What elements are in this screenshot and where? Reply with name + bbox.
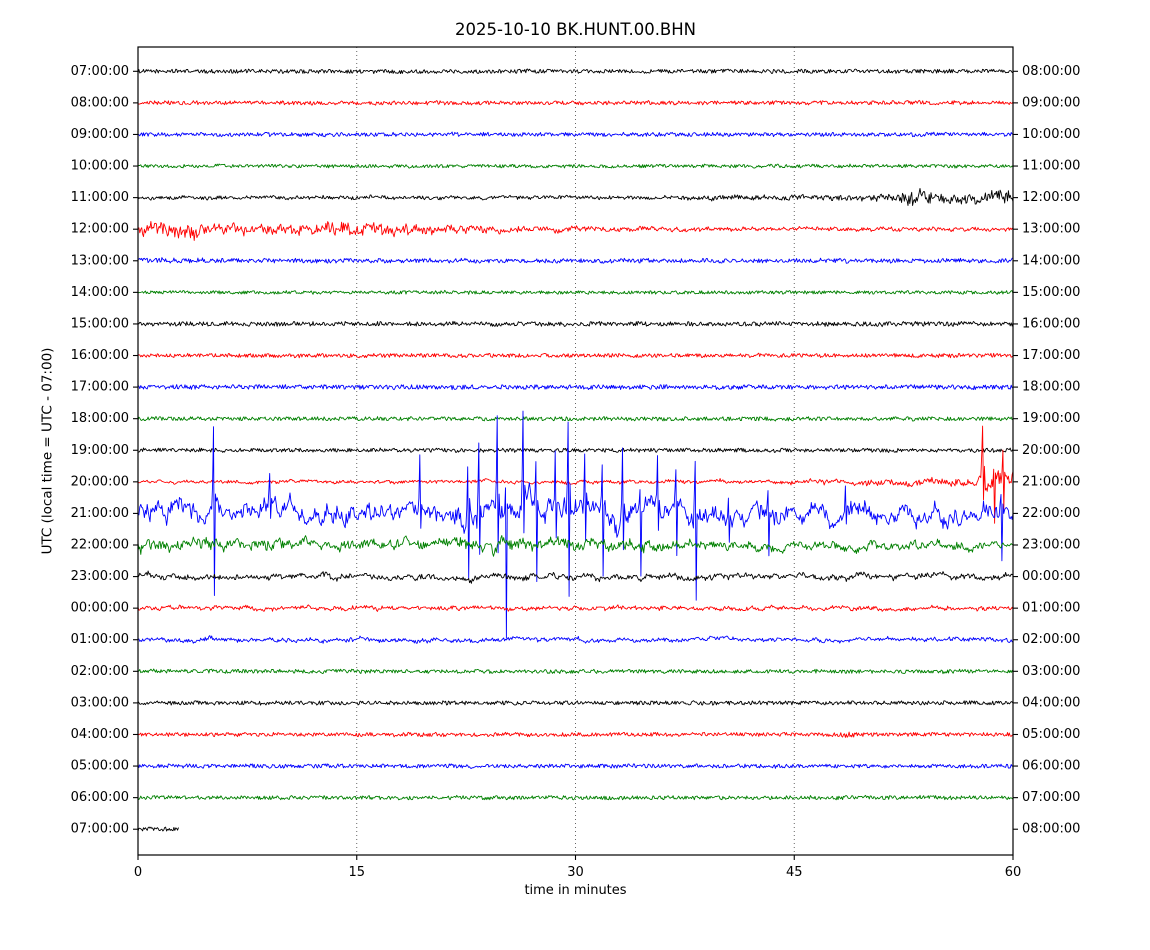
row-label-right-5: 13:00:00 xyxy=(1022,222,1080,237)
trace-050000 xyxy=(137,763,1014,769)
row-label-left-3: 10:00:00 xyxy=(71,159,129,174)
row-label-left-22: 05:00:00 xyxy=(71,759,129,774)
trace-200000 xyxy=(137,425,1014,524)
trace-180000 xyxy=(137,416,1014,422)
row-label-right-21: 05:00:00 xyxy=(1022,727,1080,742)
row-label-left-21: 04:00:00 xyxy=(71,727,129,742)
trace-010000 xyxy=(137,635,1014,644)
trace-210000 xyxy=(137,410,1014,639)
row-label-left-7: 14:00:00 xyxy=(71,285,129,300)
row-label-right-10: 18:00:00 xyxy=(1022,380,1080,395)
row-label-right-6: 14:00:00 xyxy=(1022,253,1080,268)
trace-070000 xyxy=(137,68,1014,75)
trace-060000 xyxy=(137,794,1014,801)
trace-140000 xyxy=(137,289,1014,295)
row-label-right-0: 08:00:00 xyxy=(1022,64,1080,79)
row-label-right-18: 02:00:00 xyxy=(1022,632,1080,647)
trace-220000 xyxy=(137,535,1014,557)
row-label-left-8: 15:00:00 xyxy=(71,316,129,331)
x-tick-label-45: 45 xyxy=(786,865,803,880)
row-label-right-22: 06:00:00 xyxy=(1022,759,1080,774)
trace-190000 xyxy=(137,447,1014,453)
row-label-left-2: 09:00:00 xyxy=(71,127,129,142)
row-label-right-12: 20:00:00 xyxy=(1022,443,1080,458)
trace-080000 xyxy=(137,99,1014,106)
row-label-left-5: 12:00:00 xyxy=(71,222,129,237)
row-label-right-11: 19:00:00 xyxy=(1022,411,1080,426)
trace-230000 xyxy=(137,570,1014,584)
x-axis-label: time in minutes xyxy=(524,883,627,898)
row-label-left-11: 18:00:00 xyxy=(71,411,129,426)
row-label-left-14: 21:00:00 xyxy=(71,506,129,521)
row-label-left-10: 17:00:00 xyxy=(71,380,129,395)
row-label-left-24: 07:00:00 xyxy=(71,822,129,837)
trace-170000 xyxy=(137,384,1014,391)
trace-100000 xyxy=(137,163,1014,169)
trace-030000 xyxy=(137,700,1014,706)
row-label-right-16: 00:00:00 xyxy=(1022,569,1080,584)
row-label-right-14: 22:00:00 xyxy=(1022,506,1080,521)
row-label-right-17: 01:00:00 xyxy=(1022,601,1080,616)
chart-title: 2025-10-10 BK.HUNT.00.BHN xyxy=(454,20,697,39)
x-tick-label-15: 15 xyxy=(348,865,365,880)
row-label-left-18: 01:00:00 xyxy=(71,632,129,647)
row-label-left-19: 02:00:00 xyxy=(71,664,129,679)
row-label-left-17: 00:00:00 xyxy=(71,601,129,616)
row-label-right-3: 11:00:00 xyxy=(1022,159,1080,174)
row-label-left-15: 22:00:00 xyxy=(71,538,129,553)
row-label-left-12: 19:00:00 xyxy=(71,443,129,458)
trace-160000 xyxy=(137,352,1014,359)
trace-110000 xyxy=(137,187,1014,206)
row-label-right-20: 04:00:00 xyxy=(1022,695,1080,710)
row-label-left-13: 20:00:00 xyxy=(71,474,129,489)
x-tick-label-60: 60 xyxy=(1005,865,1022,880)
x-tick-label-0: 0 xyxy=(134,865,142,880)
trace-150000 xyxy=(137,320,1014,328)
trace-090000 xyxy=(137,131,1014,138)
trace-120000 xyxy=(137,221,1014,241)
row-label-left-20: 03:00:00 xyxy=(71,695,129,710)
row-label-right-7: 15:00:00 xyxy=(1022,285,1080,300)
x-tick-label-30: 30 xyxy=(567,865,584,880)
row-label-right-8: 16:00:00 xyxy=(1022,316,1080,331)
row-label-right-1: 09:00:00 xyxy=(1022,95,1080,110)
row-label-left-1: 08:00:00 xyxy=(71,95,129,110)
row-label-left-16: 23:00:00 xyxy=(71,569,129,584)
trace-020000 xyxy=(137,668,1014,675)
row-label-right-9: 17:00:00 xyxy=(1022,348,1080,363)
row-label-left-23: 06:00:00 xyxy=(71,790,129,805)
row-label-left-6: 13:00:00 xyxy=(71,253,129,268)
row-label-left-4: 11:00:00 xyxy=(71,190,129,205)
row-label-left-0: 07:00:00 xyxy=(71,64,129,79)
row-label-left-9: 16:00:00 xyxy=(71,348,129,363)
row-label-right-2: 10:00:00 xyxy=(1022,127,1080,142)
trace-040000 xyxy=(137,731,1014,738)
trace-000000 xyxy=(137,604,1014,612)
row-label-right-24: 08:00:00 xyxy=(1022,822,1080,837)
row-label-right-19: 03:00:00 xyxy=(1022,664,1080,679)
trace-130000 xyxy=(137,257,1014,264)
row-label-right-15: 23:00:00 xyxy=(1022,538,1080,553)
row-label-right-23: 07:00:00 xyxy=(1022,790,1080,805)
row-label-right-4: 12:00:00 xyxy=(1022,190,1080,205)
row-label-right-13: 21:00:00 xyxy=(1022,474,1080,489)
trace-070000 xyxy=(137,826,179,832)
